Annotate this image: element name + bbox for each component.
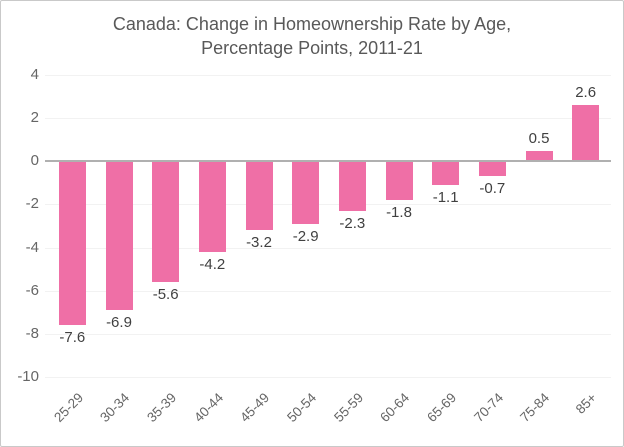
data-label: -2.9 (292, 227, 319, 245)
x-tick-label-text: 30-34 (97, 390, 133, 426)
x-tick-label-text: 85+ (572, 390, 600, 417)
x-tick-label-text: 35-39 (144, 390, 180, 426)
bar-30-34 (105, 161, 133, 311)
bar-50-54 (292, 161, 320, 224)
y-tick-label: 2 (30, 109, 39, 127)
y-tick-label: -4 (25, 238, 39, 256)
gridline (45, 75, 611, 76)
data-label: -5.6 (152, 286, 179, 304)
gridline (45, 377, 611, 378)
data-label: -0.7 (479, 180, 506, 198)
y-tick-label: 0 (30, 152, 39, 170)
x-tick-label-text: 40-44 (190, 390, 226, 426)
x-tick-label-text: 70-74 (470, 390, 506, 426)
data-label: -4.2 (199, 255, 226, 273)
bar-45-49 (245, 161, 273, 231)
gridline (45, 247, 611, 249)
x-tick-label-text: 50-54 (284, 390, 320, 426)
x-tick-label-text: 60-64 (377, 390, 413, 426)
bar-35-39 (152, 161, 180, 283)
bar-60-64 (385, 161, 413, 201)
bar-75-84 (525, 150, 553, 162)
zero-line (45, 160, 611, 163)
data-label: -7.6 (59, 329, 86, 347)
gridline (45, 333, 611, 335)
y-tick-label: 4 (30, 66, 39, 83)
data-label: -3.2 (246, 234, 272, 252)
bar-65-69 (432, 161, 460, 185)
y-tick-label: -2 (25, 195, 39, 213)
y-tick-label: -10 (17, 368, 39, 385)
y-tick-label: -6 (25, 281, 39, 299)
x-tick-label-text: 25-29 (50, 390, 86, 426)
data-label: 2.6 (575, 84, 597, 102)
data-label: -1.1 (432, 189, 459, 206)
bar-25-29 (58, 161, 86, 326)
data-label: -6.9 (106, 314, 132, 332)
bar-70-74 (478, 161, 506, 177)
chart-title-line-1: Canada: Change in Homeownership Rate by … (112, 14, 512, 34)
gridline (45, 290, 611, 292)
x-tick-label-text: 75-84 (517, 390, 553, 426)
y-tick-label: -8 (25, 324, 39, 342)
x-tick-label-text: 65-69 (424, 390, 460, 426)
bar-85+ (572, 105, 600, 162)
x-tick-label-text: 45-49 (237, 390, 273, 426)
chart-title-line-2: Percentage Points, 2011-21 (201, 38, 423, 58)
gridline (45, 118, 611, 120)
bar-55-59 (338, 161, 366, 211)
bar-40-44 (198, 161, 226, 252)
x-tick-label-text: 55-59 (330, 390, 366, 426)
data-label: -1.8 (386, 204, 412, 222)
chart-title: Canada: Change in Homeownership Rate by … (1, 12, 623, 60)
data-label: 0.5 (528, 129, 550, 147)
data-label: -2.3 (339, 214, 366, 232)
gridline (45, 204, 611, 206)
